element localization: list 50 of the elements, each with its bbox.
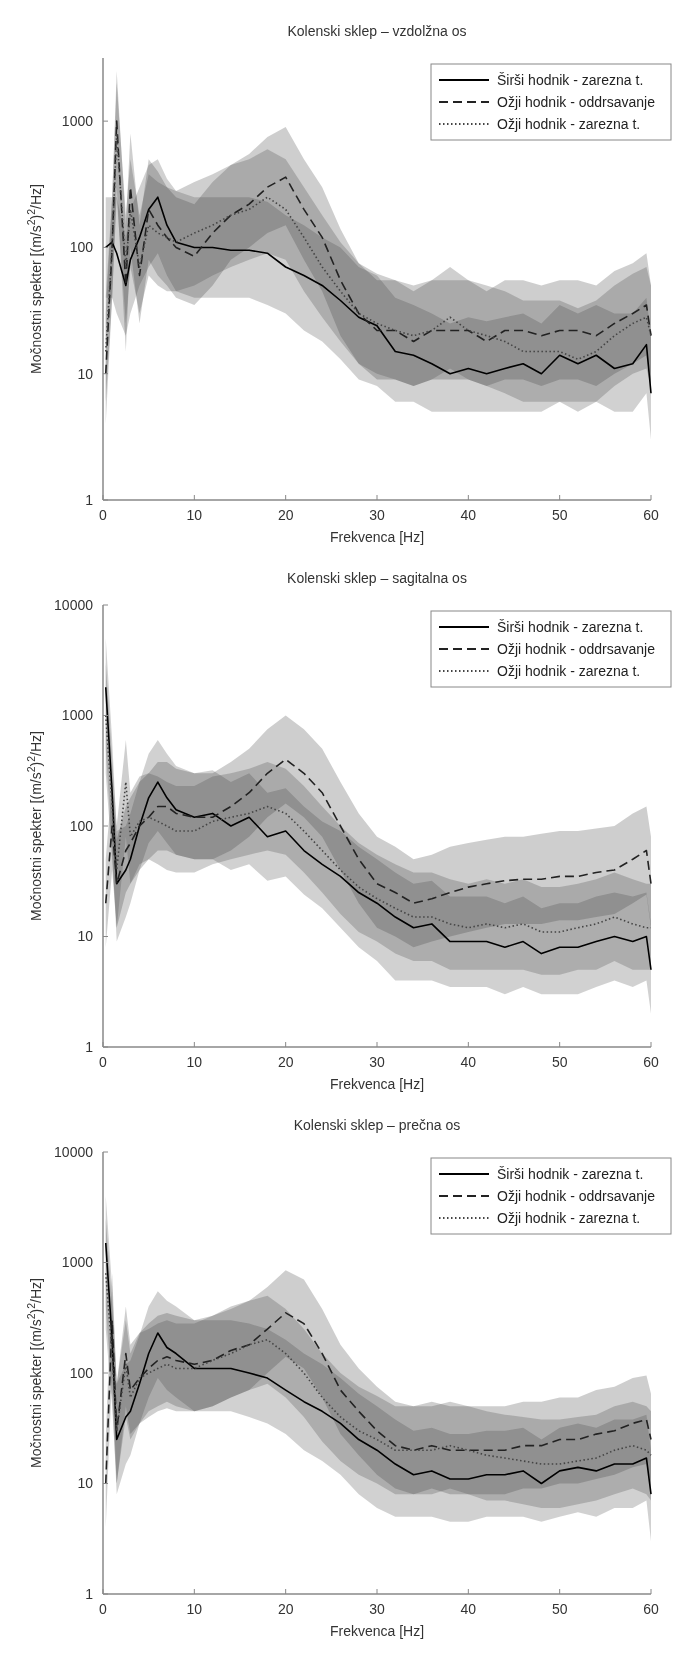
legend-label: Ožji hodnik - oddrsavanje — [497, 1187, 656, 1204]
y-tick-label: 1000 — [61, 113, 94, 130]
x-tick-label: 60 — [643, 507, 659, 523]
legend-label: Ožji hodnik - oddrsavanje — [497, 93, 656, 110]
x-tick-label: 20 — [277, 1054, 294, 1070]
x-tick-label: 40 — [460, 507, 477, 523]
y-tick-label: 1 — [85, 1038, 94, 1055]
y-tick-label: 1000 — [61, 707, 94, 724]
x-tick-label: 30 — [369, 1054, 385, 1070]
y-tick-label: 10 — [77, 1475, 94, 1492]
x-tick-label: 50 — [551, 1054, 568, 1070]
y-tick-label: 10 — [77, 928, 94, 945]
legend-label: Ožji hodnik - oddrsavanje — [497, 640, 656, 657]
legend-label: Širši hodnik - zarezna t. — [497, 71, 644, 88]
y-tick-label: 10000 — [54, 596, 94, 613]
legend-label: Širši hodnik - zarezna t. — [497, 1165, 644, 1182]
y-tick-label: 10 — [77, 365, 94, 382]
y-tick-label: 100 — [69, 1364, 94, 1381]
legend-label: Ožji hodnik - zarezna t. — [497, 662, 641, 679]
x-tick-label: 20 — [277, 1601, 294, 1617]
chart-title: Kolenski sklep – vzdolžna os — [287, 23, 467, 39]
x-axis-title: Frekvenca [Hz] — [329, 1076, 425, 1092]
legend-label: Širši hodnik - zarezna t. — [497, 618, 644, 635]
y-tick-label: 100 — [69, 239, 94, 256]
x-tick-label: 50 — [551, 1601, 568, 1617]
x-tick-label: 10 — [186, 1054, 203, 1070]
y-tick-label: 1 — [85, 491, 94, 508]
y-tick-label: 1000 — [61, 1254, 94, 1271]
legend-label: Ožji hodnik - zarezna t. — [497, 1209, 641, 1226]
legend-label: Ožji hodnik - zarezna t. — [497, 115, 641, 132]
y-tick-label: 1 — [85, 1585, 94, 1602]
x-tick-label: 0 — [99, 507, 108, 523]
x-tick-label: 30 — [369, 507, 385, 523]
x-tick-label: 10 — [186, 507, 203, 523]
x-axis-title: Frekvenca [Hz] — [329, 1623, 425, 1639]
y-tick-label: 10000 — [54, 1143, 94, 1160]
chart-title: Kolenski sklep – prečna os — [293, 1117, 461, 1133]
x-tick-label: 20 — [277, 507, 294, 523]
x-tick-label: 60 — [643, 1601, 659, 1617]
x-tick-label: 0 — [99, 1054, 108, 1070]
x-tick-label: 40 — [460, 1601, 477, 1617]
x-tick-label: 0 — [99, 1601, 108, 1617]
x-axis-title: Frekvenca [Hz] — [329, 529, 425, 545]
x-tick-label: 30 — [369, 1601, 385, 1617]
chart-title: Kolenski sklep – sagitalna os — [287, 570, 467, 586]
x-tick-label: 10 — [186, 1601, 203, 1617]
x-tick-label: 40 — [460, 1054, 477, 1070]
x-tick-label: 60 — [643, 1054, 659, 1070]
x-tick-label: 50 — [551, 507, 568, 523]
y-tick-label: 100 — [69, 817, 94, 834]
